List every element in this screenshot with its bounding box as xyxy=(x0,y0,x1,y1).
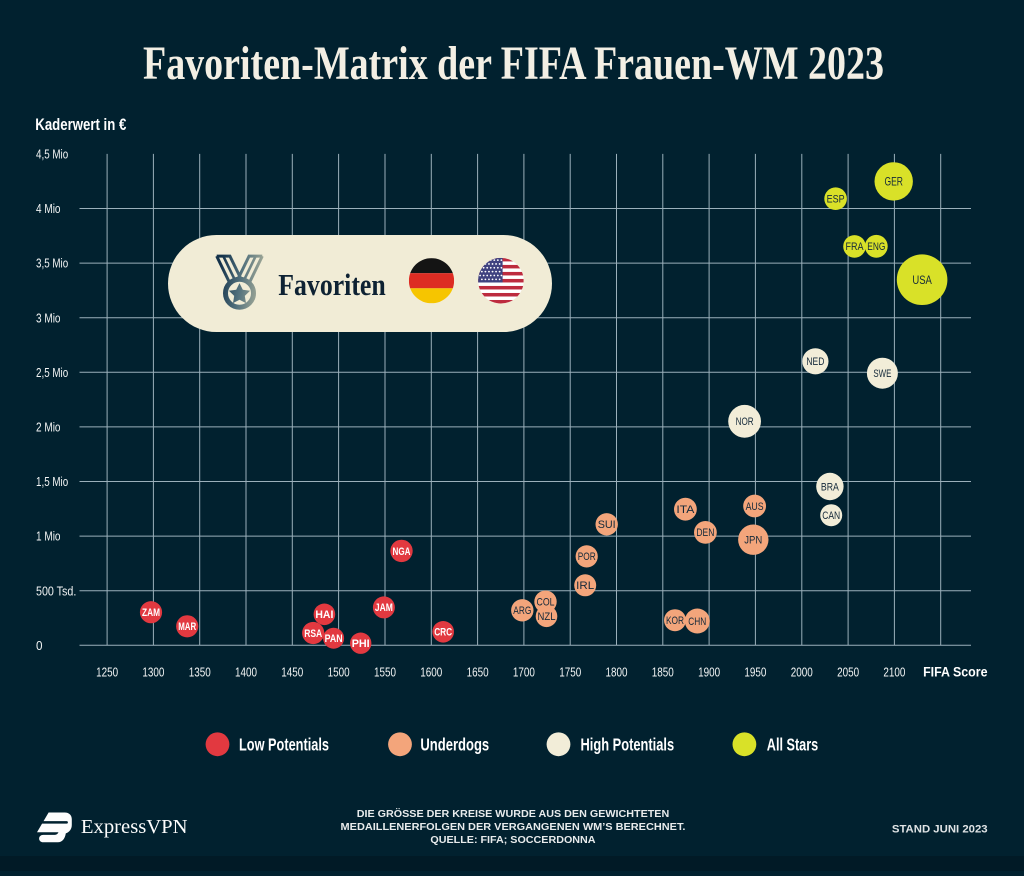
svg-text:COL: COL xyxy=(537,597,555,609)
svg-text:BRA: BRA xyxy=(821,481,840,493)
svg-text:GER: GER xyxy=(884,175,903,189)
svg-text:RSA: RSA xyxy=(304,628,322,640)
svg-text:1850: 1850 xyxy=(652,665,674,680)
svg-text:JAM: JAM xyxy=(375,602,393,614)
svg-text:ESP: ESP xyxy=(827,194,845,206)
svg-text:1350: 1350 xyxy=(189,665,211,680)
svg-text:NGA: NGA xyxy=(393,546,411,558)
svg-text:ZAM: ZAM xyxy=(142,607,160,619)
svg-text:3 Mio: 3 Mio xyxy=(36,310,61,325)
svg-text:1800: 1800 xyxy=(606,665,628,680)
svg-text:PHI: PHI xyxy=(352,638,370,650)
svg-text:FIFA Score: FIFA Score xyxy=(923,663,988,679)
svg-text:1650: 1650 xyxy=(467,665,489,680)
svg-text:MEDAILLENERFOLGEN DER VERGANGE: MEDAILLENERFOLGEN DER VERGANGENEN WM’S B… xyxy=(341,822,686,833)
svg-text:Low Potentials: Low Potentials xyxy=(239,735,329,755)
svg-text:ExpressVPN: ExpressVPN xyxy=(81,817,188,838)
svg-text:1250: 1250 xyxy=(96,665,118,680)
svg-text:NOR: NOR xyxy=(736,416,754,428)
svg-text:CHN: CHN xyxy=(688,616,706,628)
svg-text:USA: USA xyxy=(912,273,932,287)
svg-text:POR: POR xyxy=(578,551,596,563)
svg-text:SWE: SWE xyxy=(873,368,891,380)
svg-text:0: 0 xyxy=(36,638,43,653)
svg-text:2050: 2050 xyxy=(837,665,859,680)
svg-text:DIE GRÖSSE DER KREISE WURDE AU: DIE GRÖSSE DER KREISE WURDE AUS DEN GEWI… xyxy=(357,807,670,820)
svg-text:NZL: NZL xyxy=(538,611,556,623)
svg-text:MAR: MAR xyxy=(178,621,196,633)
svg-text:CAN: CAN xyxy=(822,510,840,522)
svg-text:1 Mio: 1 Mio xyxy=(36,529,61,544)
svg-text:FRA: FRA xyxy=(846,241,865,253)
svg-text:ARG: ARG xyxy=(513,605,531,617)
svg-text:1,5 Mio: 1,5 Mio xyxy=(36,474,68,489)
svg-text:KOR: KOR xyxy=(666,615,684,627)
svg-text:1750: 1750 xyxy=(559,665,581,680)
svg-text:1500: 1500 xyxy=(328,665,350,680)
svg-text:Underdogs: Underdogs xyxy=(420,735,489,755)
svg-text:NED: NED xyxy=(806,356,824,368)
svg-text:2000: 2000 xyxy=(791,665,813,680)
svg-text:2 Mio: 2 Mio xyxy=(36,420,61,435)
svg-text:Favoriten-Matrix der FIFA Frau: Favoriten-Matrix der FIFA Frauen-WM 2023 xyxy=(143,37,884,90)
svg-text:Favoriten: Favoriten xyxy=(278,267,385,302)
svg-text:4 Mio: 4 Mio xyxy=(36,201,61,216)
svg-text:STAND JUNI 2023: STAND JUNI 2023 xyxy=(892,824,988,836)
svg-text:SUI: SUI xyxy=(598,519,616,531)
svg-text:All Stars: All Stars xyxy=(767,735,819,755)
svg-text:1550: 1550 xyxy=(374,665,396,680)
svg-text:2100: 2100 xyxy=(883,665,905,680)
svg-text:2,5 Mio: 2,5 Mio xyxy=(36,365,68,380)
svg-text:1950: 1950 xyxy=(744,665,766,680)
svg-text:DEN: DEN xyxy=(696,527,714,539)
svg-text:JPN: JPN xyxy=(744,535,762,547)
svg-text:1900: 1900 xyxy=(698,665,720,680)
svg-text:4,5 Mio: 4,5 Mio xyxy=(36,147,68,162)
svg-text:ENG: ENG xyxy=(867,241,885,253)
svg-text:Kaderwert in €: Kaderwert in € xyxy=(35,115,126,134)
svg-text:1600: 1600 xyxy=(420,665,442,680)
svg-text:1300: 1300 xyxy=(142,665,164,680)
svg-text:High Potentials: High Potentials xyxy=(581,735,675,755)
svg-text:500 Tsd.: 500 Tsd. xyxy=(36,583,76,598)
svg-text:1400: 1400 xyxy=(235,665,257,680)
svg-text:3,5 Mio: 3,5 Mio xyxy=(36,256,68,271)
svg-text:1450: 1450 xyxy=(281,665,303,680)
svg-text:1700: 1700 xyxy=(513,665,535,680)
svg-text:AUS: AUS xyxy=(746,501,764,513)
svg-text:PAN: PAN xyxy=(325,633,343,645)
svg-text:CRC: CRC xyxy=(434,627,452,639)
svg-text:IRL: IRL xyxy=(576,580,594,592)
svg-text:HAI: HAI xyxy=(315,609,333,621)
svg-text:QUELLE: FIFA; SOCCERDONNA: QUELLE: FIFA; SOCCERDONNA xyxy=(430,835,595,846)
svg-text:ITA: ITA xyxy=(676,504,695,516)
